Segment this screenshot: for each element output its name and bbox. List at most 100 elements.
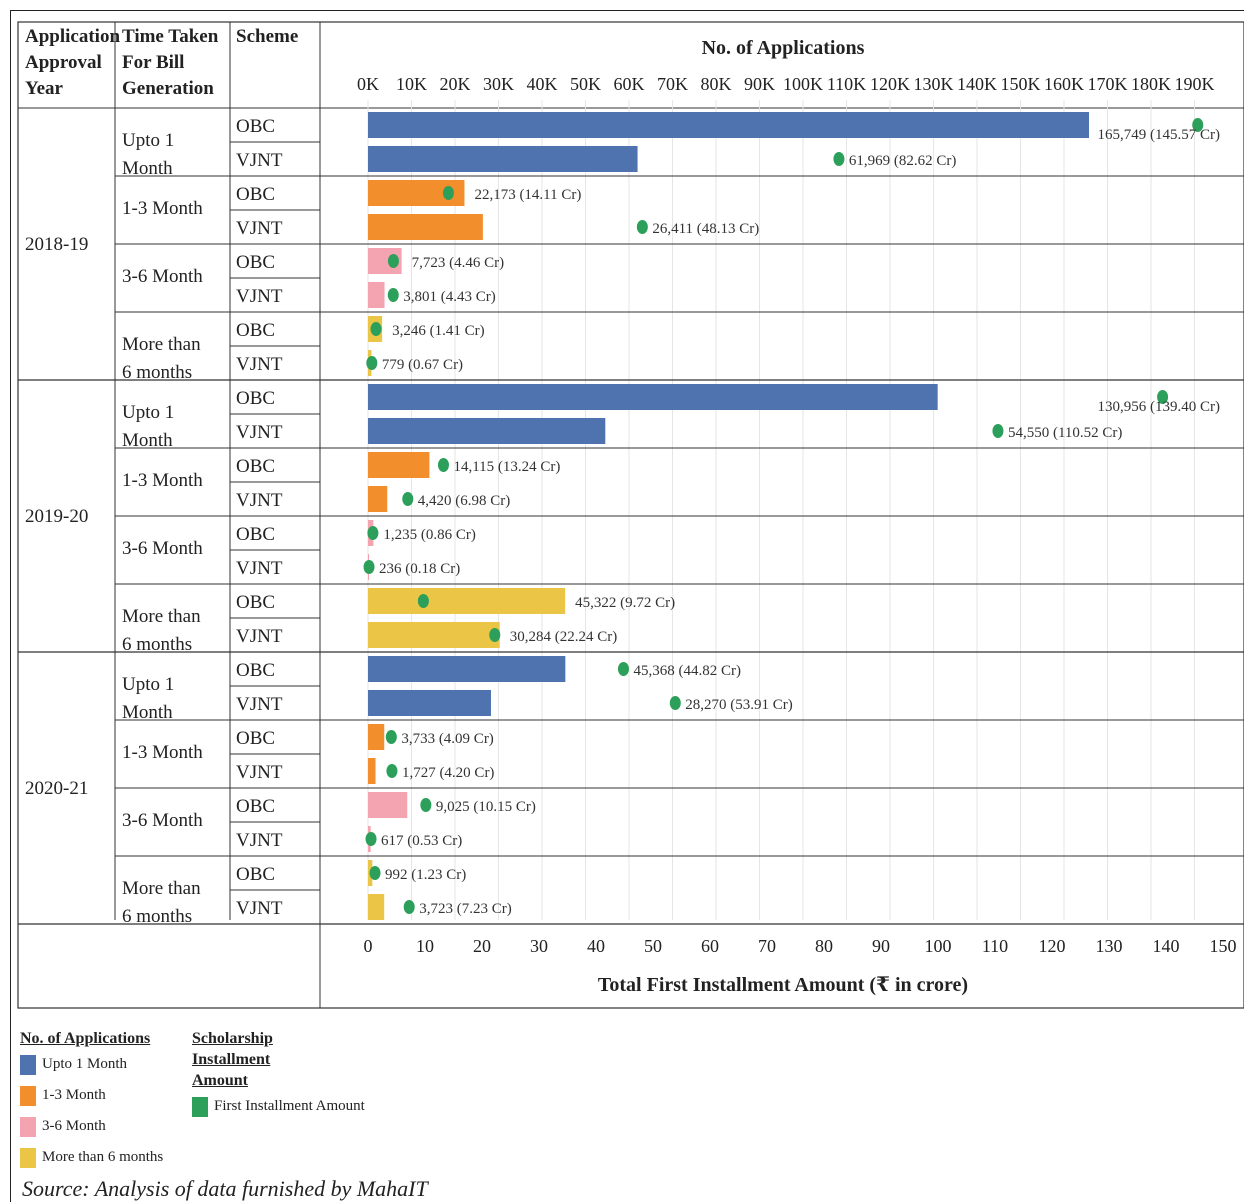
bottom-axis-tick-label: 60 [701, 936, 719, 956]
bottom-axis-tick-label: 0 [364, 936, 373, 956]
bottom-axis-tick-label: 80 [815, 936, 833, 956]
scheme-label: VJNT [236, 762, 283, 783]
scheme-label: VJNT [236, 422, 283, 443]
bottom-axis-tick-label: 150 [1210, 936, 1237, 956]
amount-dot [636, 220, 648, 234]
time-group-label: 1-3 Month [122, 470, 203, 491]
data-label: 779 (0.67 Cr) [382, 357, 463, 373]
time-group-label: 1-3 Month [122, 198, 203, 219]
amount-dot [1157, 390, 1169, 404]
bottom-axis-tick-label: 10 [416, 936, 434, 956]
bar-2019-20-m6plus-vjnt [368, 622, 500, 648]
scheme-label: VJNT [236, 218, 283, 239]
bar-2020-21-m6plus-vjnt [368, 894, 385, 920]
scheme-label: OBC [236, 388, 275, 409]
bottom-axis-tick-label: 40 [587, 936, 605, 956]
bottom-axis-tick-label: 90 [872, 936, 890, 956]
data-label: 28,270 (53.91 Cr) [685, 697, 793, 713]
top-axis-tick-label: 50K [570, 74, 601, 94]
bar-2018-19-upto1-obc [368, 112, 1090, 138]
scheme-label: OBC [236, 456, 275, 477]
amount-dot [385, 730, 397, 744]
top-axis-title: No. of Applications [702, 37, 865, 59]
amount-dot [402, 492, 414, 506]
bottom-axis-tick-label: 100 [925, 936, 952, 956]
bottom-axis-tick-label: 20 [473, 936, 491, 956]
legend-swatch-m6plus [20, 1147, 36, 1168]
time-group-label: More than 6 months [122, 334, 201, 383]
bottom-axis-title: Total First Installment Amount (₹ in cro… [598, 974, 968, 996]
bar-2018-19-m36-vjnt [368, 282, 385, 308]
year-label: 2019-20 [25, 506, 88, 527]
legend-amount-title: Scholarship Installment Amount [192, 1030, 273, 1089]
legend-swatch-m13 [20, 1085, 36, 1106]
time-group-label: 3-6 Month [122, 810, 203, 831]
bar-2020-21-upto1-vjnt [368, 690, 491, 716]
scheme-label: OBC [236, 864, 275, 885]
data-label: 617 (0.53 Cr) [381, 833, 462, 849]
top-axis-tick-label: 140K [957, 74, 997, 94]
legend-item-m36: 3-6 Month [20, 1111, 180, 1142]
top-axis-tick-label: 190K [1175, 74, 1215, 94]
bar-2019-20-upto1-vjnt [368, 418, 606, 444]
data-label: 165,749 (145.57 Cr) [1098, 127, 1221, 143]
scheme-label: VJNT [236, 694, 283, 715]
data-label: 7,723 (4.46 Cr) [412, 255, 505, 271]
scheme-label: VJNT [236, 626, 283, 647]
top-axis-tick-label: 170K [1088, 74, 1128, 94]
bottom-axis-tick-label: 120 [1039, 936, 1066, 956]
bar-2020-21-m36-obc [368, 792, 408, 818]
scheme-label: VJNT [236, 898, 283, 919]
data-label: 1,235 (0.86 Cr) [383, 527, 476, 543]
data-label: 992 (1.23 Cr) [385, 867, 466, 883]
scheme-label: OBC [236, 116, 275, 137]
top-axis-tick-label: 90K [744, 74, 775, 94]
amount-dot [669, 696, 681, 710]
bar-2019-20-m13-obc [368, 452, 430, 478]
bar-2018-19-m13-vjnt [368, 214, 483, 240]
amount-dot [369, 866, 381, 880]
data-label: 61,969 (82.62 Cr) [849, 153, 957, 169]
legend-item-upto1: Upto 1 Month [20, 1049, 180, 1080]
data-label: 26,411 (48.13 Cr) [652, 221, 759, 237]
table-border [17, 21, 1244, 1009]
bottom-axis-tick-label: 130 [1096, 936, 1123, 956]
figure-frame [10, 10, 1244, 1202]
bar-2019-20-m13-vjnt [368, 486, 388, 512]
amount-dot [367, 526, 379, 540]
scheme-label: VJNT [236, 830, 283, 851]
data-label: 236 (0.18 Cr) [379, 561, 460, 577]
bottom-axis-tick-label: 30 [530, 936, 548, 956]
bottom-axis-tick-label: 110 [982, 936, 1008, 956]
legend-label-m36: 3-6 Month [42, 1118, 106, 1134]
legend-label-upto1: Upto 1 Month [42, 1056, 128, 1072]
data-label: 54,550 (110.52 Cr) [1008, 425, 1122, 441]
bar-2018-19-upto1-vjnt [368, 146, 638, 172]
amount-dot [366, 356, 378, 370]
year-label: 2018-19 [25, 234, 88, 255]
top-axis-tick-label: 160K [1044, 74, 1084, 94]
data-label: 45,368 (44.82 Cr) [633, 663, 741, 679]
amount-dot [417, 594, 429, 608]
amount-dot [403, 900, 415, 914]
scheme-label: OBC [236, 592, 275, 613]
top-axis-tick-label: 120K [870, 74, 910, 94]
amount-dot [365, 832, 377, 846]
bar-2020-21-upto1-obc [368, 656, 566, 682]
data-label: 22,173 (14.11 Cr) [474, 187, 581, 203]
top-axis-tick-label: 80K [701, 74, 732, 94]
legend-amount: Scholarship Installment Amount First Ins… [192, 1028, 392, 1122]
top-axis-tick-label: 30K [483, 74, 514, 94]
scheme-label: OBC [236, 796, 275, 817]
top-axis-tick-label: 130K [914, 74, 954, 94]
time-group-label: More than 6 months [122, 606, 201, 655]
amount-dot [833, 152, 845, 166]
scheme-label: VJNT [236, 490, 283, 511]
top-axis-tick-label: 0K [357, 74, 379, 94]
scheme-label: OBC [236, 252, 275, 273]
scheme-label: OBC [236, 728, 275, 749]
top-axis-tick-label: 60K [614, 74, 645, 94]
amount-dot [370, 322, 382, 336]
scheme-label: VJNT [236, 354, 283, 375]
legend-item-m13: 1-3 Month [20, 1080, 180, 1111]
